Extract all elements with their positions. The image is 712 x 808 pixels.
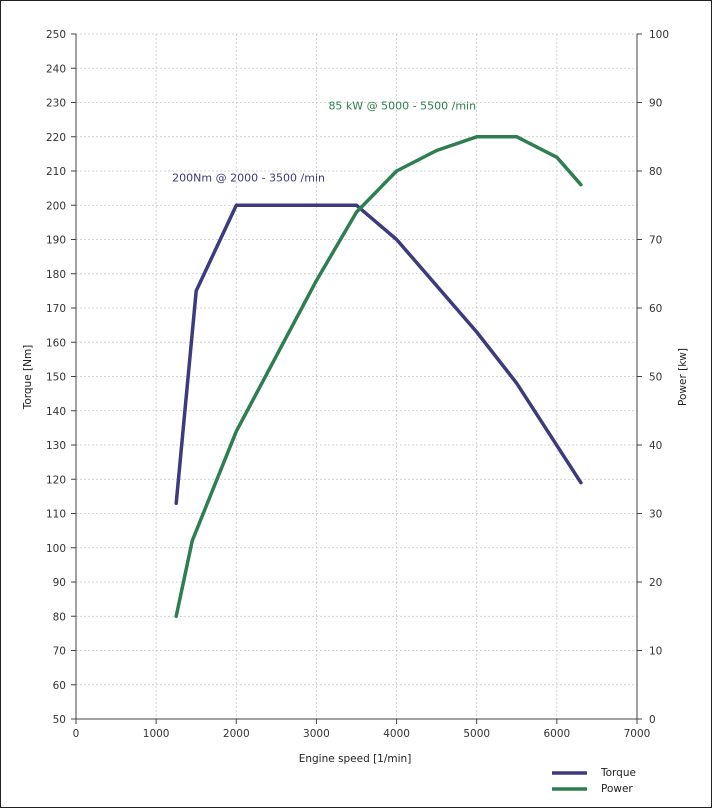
- x-tick-label: 3000: [303, 728, 330, 740]
- y2-tick-label: 60: [649, 303, 662, 315]
- y-tick-label: 120: [46, 474, 66, 486]
- y-tick-label: 90: [53, 577, 66, 589]
- x-tick-label: 7000: [624, 728, 651, 740]
- y-tick-label: 130: [46, 440, 66, 452]
- x-tick-label: 5000: [463, 728, 490, 740]
- y2-tick-label: 50: [649, 372, 662, 384]
- series-line-torque: [174, 203, 583, 505]
- y-tick-label: 210: [46, 166, 66, 178]
- legend-label-power: Power: [601, 783, 633, 795]
- y-tick-label: 200: [46, 200, 66, 212]
- y2-tick-label: 70: [649, 235, 662, 247]
- y-tick-label: 70: [53, 646, 66, 658]
- series-line-power: [174, 135, 583, 619]
- y-tick-label: 220: [46, 132, 66, 144]
- series-lines: [174, 135, 583, 619]
- y2-tick-label: 10: [649, 646, 662, 658]
- axes: [71, 33, 642, 724]
- x-tick-label: 0: [73, 728, 80, 740]
- y-tick-label: 190: [46, 235, 66, 247]
- y-tick-label: 160: [46, 337, 66, 349]
- y-tick-label: 100: [46, 543, 66, 555]
- x-tick-label: 6000: [543, 728, 570, 740]
- torque-annotation: 200Nm @ 2000 - 3500 /min: [172, 171, 325, 184]
- y2-tick-label: 30: [649, 509, 662, 521]
- y2-tick-label: 90: [649, 98, 662, 110]
- y-tick-label: 140: [46, 406, 66, 418]
- x-tick-label: 1000: [143, 728, 170, 740]
- x-axis-title: Engine speed [1/min]: [299, 753, 412, 765]
- legend: Torque Power: [552, 767, 636, 795]
- x-tick-label: 2000: [223, 728, 250, 740]
- grid: [75, 33, 638, 720]
- y-tick-label: 60: [53, 680, 66, 692]
- power-annotation: 85 kW @ 5000 - 5500 /min: [328, 99, 476, 112]
- y-tick-label: 50: [53, 714, 66, 726]
- x-tick-label: 4000: [383, 728, 410, 740]
- y-tick-label: 240: [46, 63, 66, 75]
- y2-tick-label: 0: [649, 714, 656, 726]
- y-tick-label: 150: [46, 372, 66, 384]
- y-tick-label: 110: [46, 509, 66, 521]
- y2-axis-title: Power [kw]: [677, 348, 689, 406]
- y2-tick-label: 20: [649, 577, 662, 589]
- legend-label-torque: Torque: [600, 767, 636, 779]
- tick-labels: 5060708090100110120130140150160170180190…: [46, 29, 669, 740]
- y-tick-label: 170: [46, 303, 66, 315]
- y-tick-label: 230: [46, 98, 66, 110]
- y-tick-label: 80: [53, 611, 66, 623]
- y-tick-label: 180: [46, 269, 66, 281]
- y-tick-label: 250: [46, 29, 66, 41]
- y-axis-title: Torque [Nm]: [22, 345, 34, 411]
- y2-tick-label: 100: [649, 29, 669, 41]
- y2-tick-label: 40: [649, 440, 662, 452]
- y2-tick-label: 80: [649, 166, 662, 178]
